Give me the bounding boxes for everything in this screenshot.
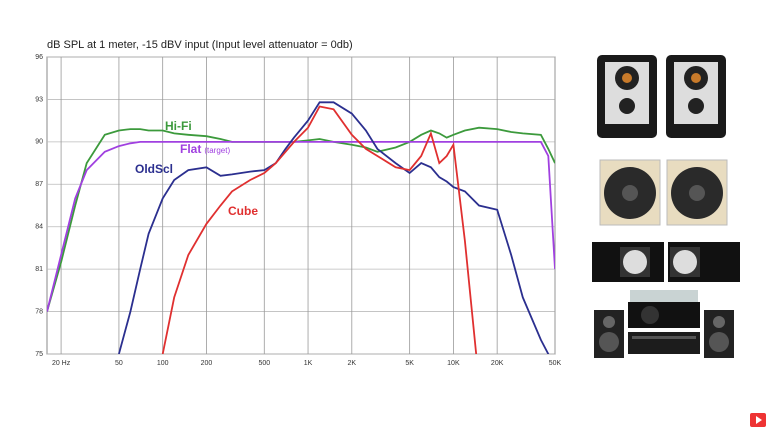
y-tick-label: 96 — [35, 54, 43, 61]
y-tick-label: 90 — [35, 139, 43, 146]
monitor-pair — [597, 55, 726, 138]
x-tick-label: 20K — [491, 360, 504, 367]
chart-title: dB SPL at 1 meter, -15 dBV input (Input … — [47, 39, 353, 51]
hifi-system — [594, 290, 734, 358]
x-tick-label: 50 — [115, 360, 123, 367]
y-tick-label: 93 — [35, 96, 43, 103]
series-line — [47, 141, 555, 312]
y-tick-label: 87 — [35, 181, 43, 188]
annotation: (target) — [204, 146, 230, 155]
speaker-images — [592, 55, 766, 427]
series-label: Flat — [180, 142, 201, 156]
x-tick-label: 2K — [348, 360, 357, 367]
x-tick-label: 200 — [201, 360, 213, 367]
series-label: OldScl — [135, 162, 173, 176]
x-tick-label: 1K — [304, 360, 313, 367]
logo-icon — [750, 413, 766, 427]
y-tick-label: 81 — [35, 266, 43, 273]
grid — [47, 56, 556, 355]
x-tick-label: 100 — [157, 360, 169, 367]
x-tick-label: 20 Hz — [52, 360, 71, 367]
y-tick-label: 84 — [35, 224, 43, 231]
x-tick-label: 500 — [258, 360, 270, 367]
bookshelf-pair — [592, 242, 740, 282]
y-tick-label: 78 — [35, 308, 43, 315]
labels: 75 78 81 84 87 90 93 96 20 Hz 50 100 200 500 1K 2K 5K 10… — [35, 54, 561, 367]
lines — [47, 101, 555, 354]
series-label: Cube — [228, 204, 258, 218]
y-tick-label: 75 — [35, 351, 43, 358]
x-tick-label: 50K — [549, 360, 562, 367]
cube-pair — [599, 159, 728, 226]
series-line — [161, 105, 478, 354]
series-line — [118, 101, 550, 354]
x-tick-label: 5K — [405, 360, 414, 367]
x-tick-label: 10K — [447, 360, 460, 367]
series-label: Hi-Fi — [165, 119, 192, 133]
series-line — [47, 126, 555, 312]
